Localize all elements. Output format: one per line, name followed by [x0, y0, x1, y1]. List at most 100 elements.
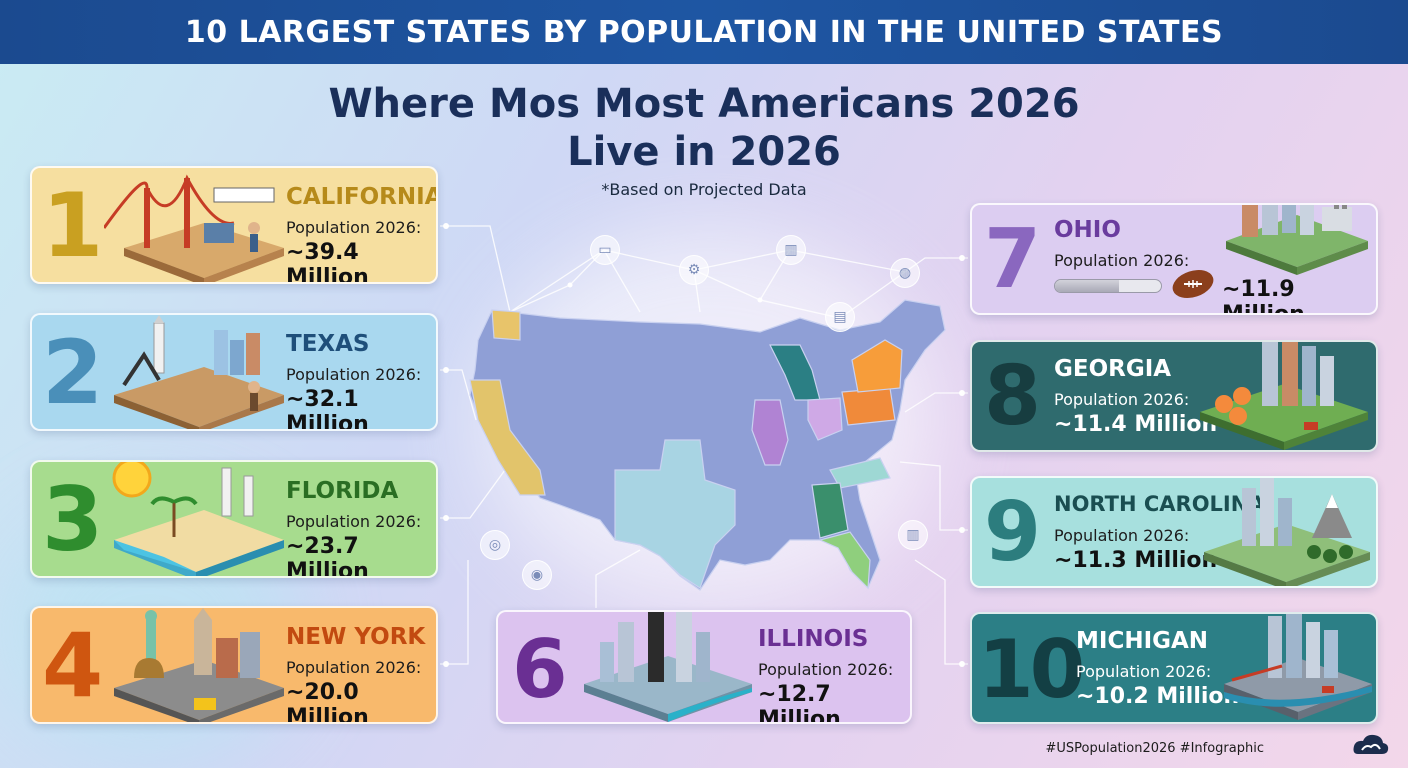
- location-icon: ◉: [522, 560, 552, 590]
- population-value: ~10.2 Million: [1076, 684, 1240, 709]
- michigan-illustration: [1224, 614, 1372, 720]
- georgia-illustration: [1200, 342, 1368, 450]
- population-label: Population 2026:: [286, 512, 422, 531]
- population-value: ~23.7 Million: [286, 534, 369, 578]
- map-state-california: [469, 379, 546, 496]
- population-label: Population 2026:: [1054, 390, 1190, 409]
- connector-dot: [443, 367, 449, 373]
- connector-dot: [567, 282, 573, 288]
- state-name: FLORIDA: [286, 478, 399, 504]
- connector-line: [440, 225, 511, 313]
- population-label: Population 2026:: [1054, 526, 1190, 545]
- connector-dot: [959, 255, 965, 261]
- population-label: Population 2026:: [286, 365, 422, 384]
- us-map: [469, 299, 946, 591]
- connector-dot: [443, 223, 449, 229]
- new-york-illustration: [114, 608, 284, 722]
- population-label: Population 2026:: [1054, 251, 1190, 270]
- connector-line: [904, 392, 968, 413]
- north-carolina-illustration: [1204, 478, 1370, 586]
- state-card-texas: 2 TEXAS Population 2026: ~32.1 Million: [30, 313, 438, 431]
- state-card-ohio: 7 OHIO Population 2026: ~11.9 Million: [970, 203, 1378, 315]
- state-card-georgia: 8 GEORGIA Population 2026: ~11.4 Million: [970, 340, 1378, 452]
- location-icon: ◎: [480, 530, 510, 560]
- state-name: ILLINOIS: [758, 626, 869, 652]
- population-value: ~12.7 Million: [758, 682, 841, 724]
- gear-icon: ⚙: [679, 255, 709, 285]
- illinois-illustration: [584, 612, 752, 722]
- state-card-california: 1 CALIFORNIA Population 2026: ~39.4 Mill…: [30, 166, 438, 284]
- state-card-north-carolina: 9 NORTH CAROLINA Population 2026: ~11.3 …: [970, 476, 1378, 588]
- chart-icon: ▥: [776, 235, 806, 265]
- football-icon: [1172, 270, 1214, 298]
- headline-line-2: Live in 2026: [567, 129, 841, 175]
- state-card-new-york: 4 NEW YORK Population 2026: ~20.0 Millio…: [30, 606, 438, 724]
- rank-number: 8: [984, 349, 1041, 444]
- population-value: ~11.9 Million: [1222, 277, 1305, 315]
- connector-dot: [443, 661, 449, 667]
- rank-number: 2: [42, 321, 103, 424]
- rank-number: 7: [984, 212, 1041, 307]
- headline-line-1: Where Mos Most Americans 2026: [328, 81, 1080, 127]
- header-title: 10 LARGEST STATES BY POPULATION IN THE U…: [184, 14, 1224, 50]
- state-name: TEXAS: [286, 331, 370, 357]
- progress-fill: [1055, 280, 1119, 292]
- connector-line: [595, 549, 641, 608]
- ohio-illustration: [1226, 205, 1368, 275]
- map-state-georgia: [811, 482, 849, 539]
- population-value: ~39.4 Million: [286, 240, 369, 284]
- cloud-logo-icon: [1353, 734, 1389, 754]
- map-state-ohio: [807, 397, 843, 441]
- state-name: NEW YORK: [286, 624, 426, 650]
- header-bar: 10 LARGEST STATES BY POPULATION IN THE U…: [0, 0, 1408, 64]
- rank-number: 4: [42, 614, 103, 717]
- rank-number: 1: [42, 174, 103, 277]
- state-name: GEORGIA: [1054, 356, 1172, 382]
- rank-number: 3: [42, 468, 103, 571]
- florida-illustration: [112, 462, 284, 576]
- map-state-texas: [614, 439, 736, 589]
- population-label: Population 2026:: [758, 660, 894, 679]
- globe-icon: ◍: [890, 258, 920, 288]
- connector-line: [440, 560, 469, 665]
- chat-icon: ▤: [825, 302, 855, 332]
- map-state-illinois: [751, 399, 789, 466]
- connector-dot: [959, 661, 965, 667]
- headline: Where Mos Most Americans 2026 Live in 20…: [300, 80, 1108, 176]
- map-state-washington: [491, 309, 521, 341]
- footer-hashtags: #USPopulation2026 #Infographic: [1045, 741, 1265, 756]
- connector-line: [899, 461, 968, 531]
- rank-number: 9: [984, 485, 1041, 580]
- state-name: MICHIGAN: [1076, 628, 1209, 654]
- laptop-icon: ▭: [590, 235, 620, 265]
- subnote: *Based on Projected Data: [601, 180, 807, 199]
- connector-dot: [443, 515, 449, 521]
- connector-line: [440, 469, 506, 519]
- population-value: ~20.0 Million: [286, 680, 369, 724]
- population-value: ~11.3 Million: [1054, 548, 1218, 573]
- state-card-michigan: 10 MICHIGAN Population 2026: ~10.2 Milli…: [970, 612, 1378, 724]
- state-name: NORTH CAROLINA: [1054, 492, 1265, 516]
- population-label: Population 2026:: [286, 218, 422, 237]
- population-progress-bar: [1054, 279, 1162, 293]
- connector-dot: [959, 390, 965, 396]
- population-value: ~11.4 Million: [1054, 412, 1218, 437]
- population-label: Population 2026:: [286, 658, 422, 677]
- state-card-illinois: 6 ILLINOIS Population 2026: ~12.7 Millio…: [496, 610, 912, 724]
- connector-line: [914, 559, 968, 665]
- population-label: Population 2026:: [1076, 662, 1212, 681]
- state-name: CALIFORNIA: [286, 184, 438, 210]
- map-state-new-york: [851, 339, 903, 393]
- rank-number: 10: [978, 623, 1085, 716]
- map-state-florida: [818, 531, 871, 590]
- rank-number: 6: [512, 623, 568, 716]
- state-card-florida: 3 FLORIDA Population 2026: ~23.7 Million: [30, 460, 438, 578]
- connector-line: [693, 269, 906, 319]
- connector-dot: [757, 297, 763, 303]
- chart-icon: ▥: [898, 520, 928, 550]
- california-illustration: [104, 174, 284, 282]
- map-state-pennsylvania: [841, 387, 896, 426]
- state-name: OHIO: [1054, 217, 1121, 243]
- population-value: ~32.1 Million: [286, 387, 369, 431]
- map-state-north-carolina: [829, 457, 891, 489]
